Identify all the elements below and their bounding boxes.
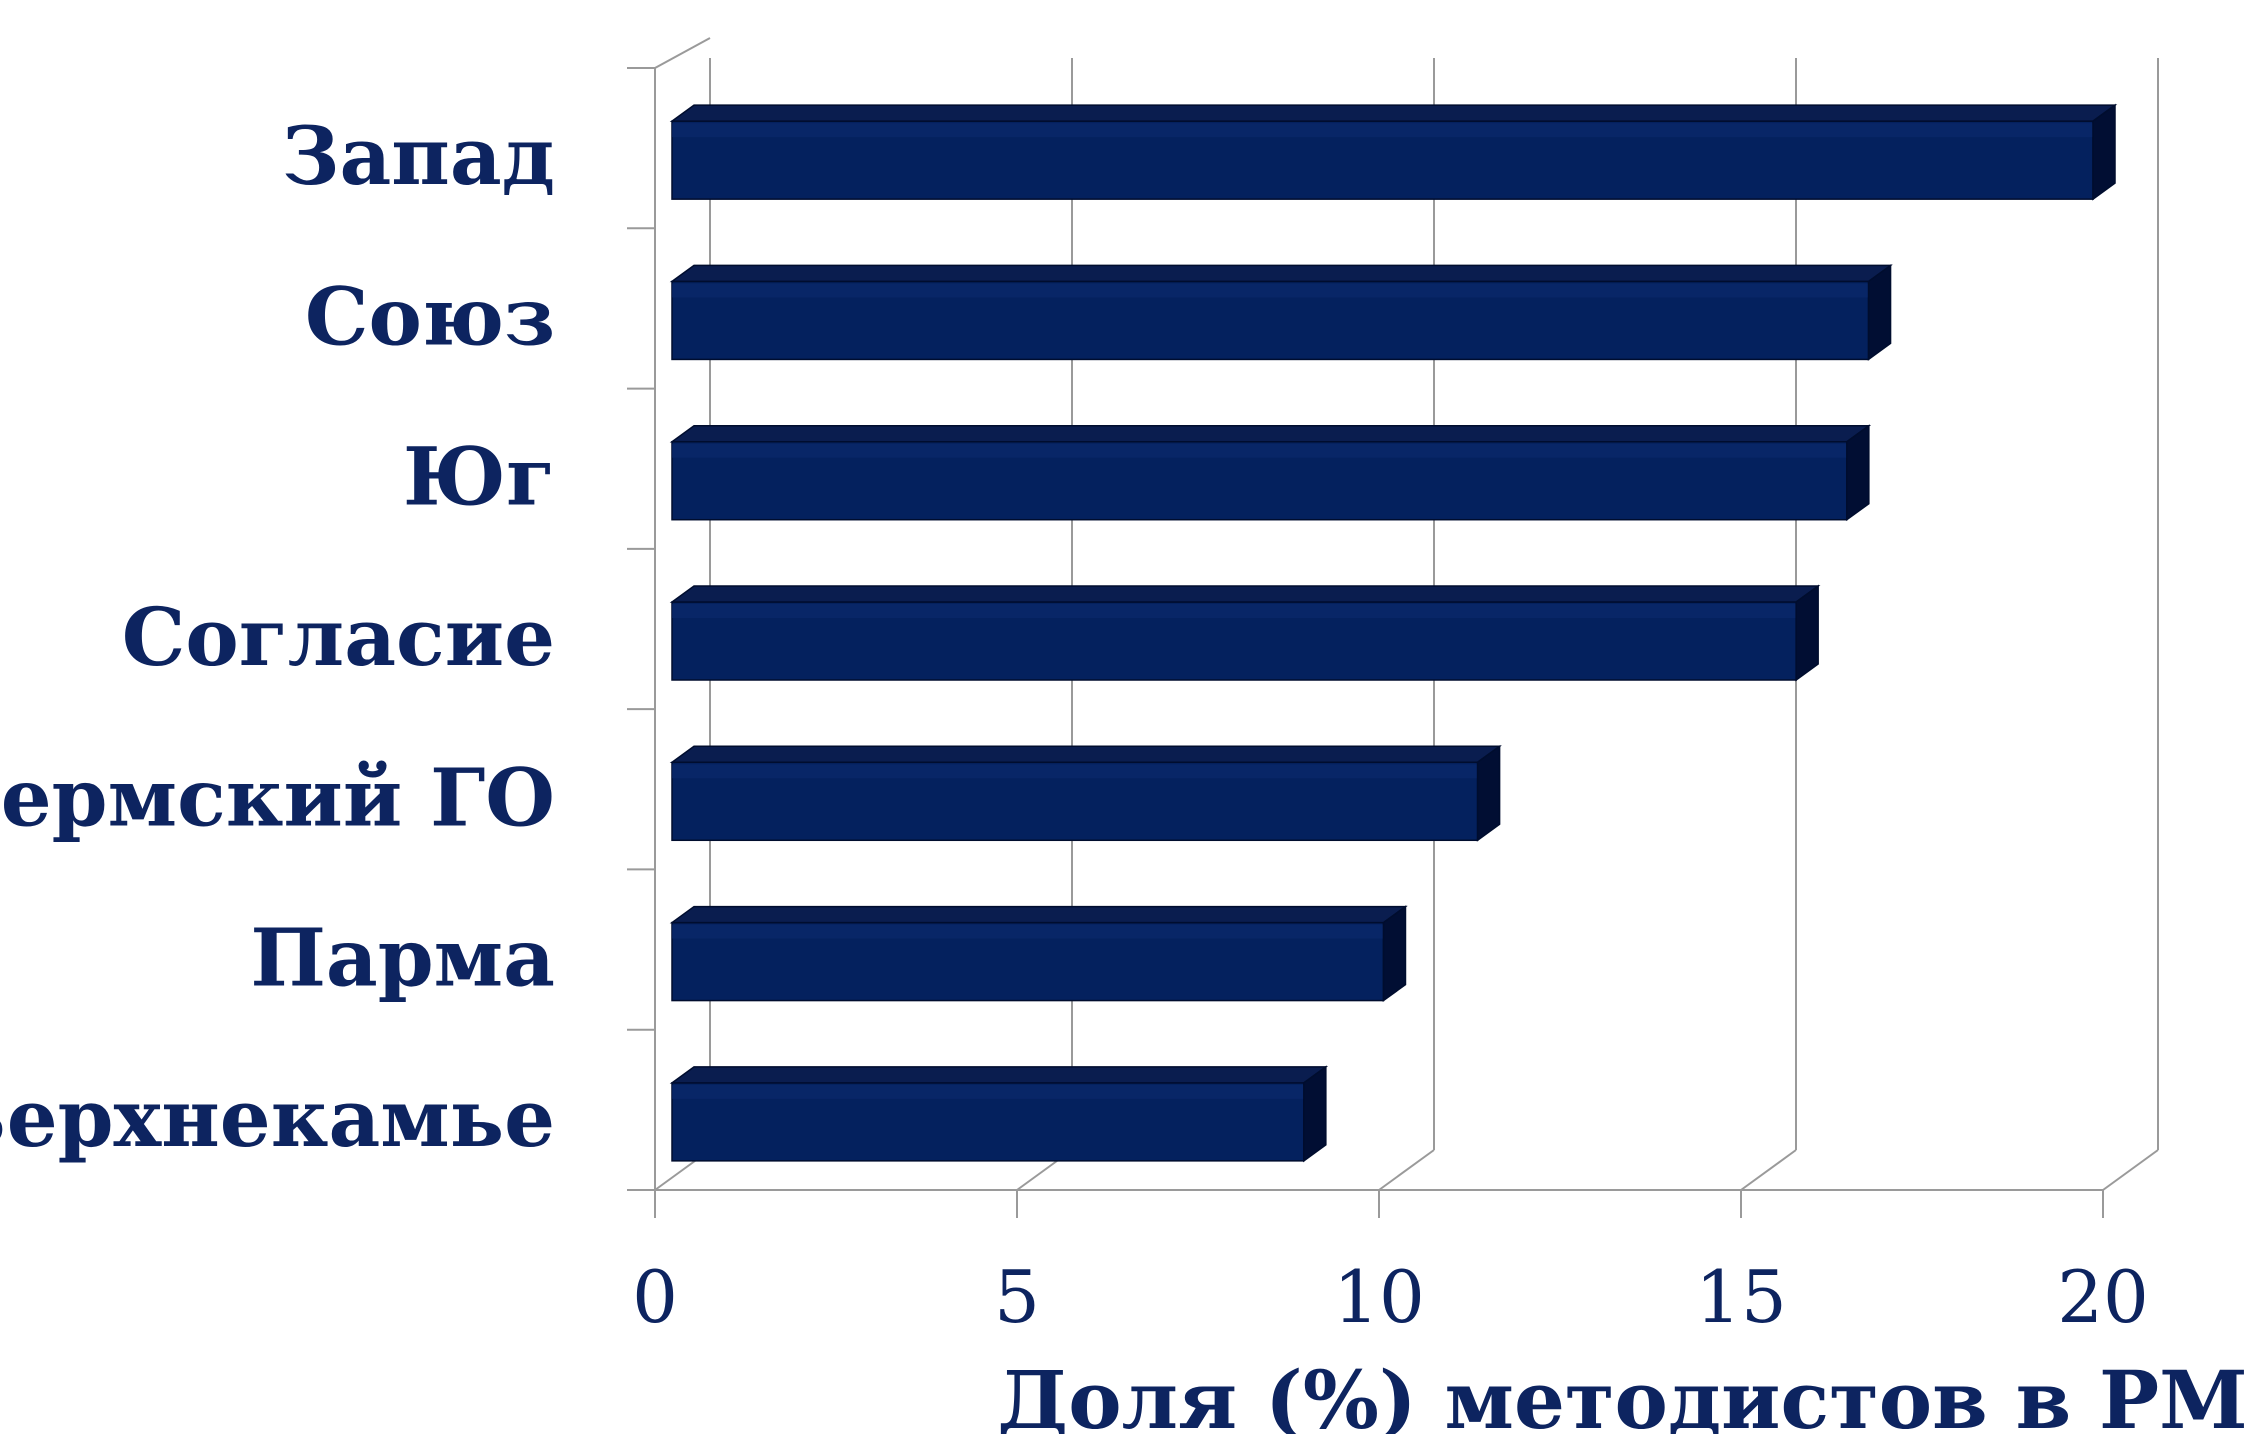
category-label: Запад (282, 109, 555, 203)
wall-top-edge (654, 37, 711, 69)
bar (669, 103, 2118, 201)
bar-side-face (1846, 424, 1870, 522)
x-tick-labels: 0 5 10 15 20 (632, 1255, 2149, 1339)
bar-side-face (1382, 905, 1407, 1003)
bar-top-face (669, 745, 1502, 764)
category-label: Верхнекамье (0, 1071, 555, 1165)
category-labels: Запад Союз Юг Согласие Пермский ГО Парма Верхн… (0, 109, 555, 1165)
bar (669, 905, 1408, 1003)
x-tick-label: 5 (994, 1255, 1040, 1339)
bar (669, 424, 1872, 522)
category-label: Союз (305, 269, 555, 363)
bar (669, 744, 1502, 842)
bar-top-face (669, 1066, 1329, 1084)
bar (669, 263, 1893, 361)
bar-highlight (672, 443, 1847, 458)
bar-side-face (1476, 744, 1501, 842)
bar-highlight (672, 604, 1797, 618)
bar-highlight (672, 283, 1869, 298)
floor-grid-line (2102, 1149, 2159, 1191)
bar-side-face (1867, 263, 1892, 361)
bar (669, 584, 1821, 682)
bar-side-face (1303, 1065, 1327, 1163)
bar-highlight (672, 1084, 1304, 1099)
category-label: Пермский ГО (0, 750, 555, 844)
x-axis-title: Доля (%) методистов в РМА (997, 1353, 2244, 1434)
bar-highlight (672, 764, 1478, 779)
bar-side-face (1795, 584, 1819, 682)
category-label: Юг (403, 430, 555, 524)
floor-grid-line (1378, 1149, 1435, 1191)
bar-top-face (669, 264, 1893, 283)
bar-top-face (669, 104, 2118, 122)
bar-highlight (672, 924, 1384, 939)
x-tick-label: 0 (632, 1255, 678, 1339)
x-tick-label: 15 (1695, 1255, 1787, 1339)
bar-highlight (672, 123, 2093, 138)
x-tick-label: 20 (2057, 1255, 2149, 1339)
bar-top-face (669, 424, 1872, 443)
bar (669, 1065, 1329, 1163)
bars (669, 103, 2118, 1163)
category-label: Согласие (122, 590, 555, 684)
floor-grid-line (1740, 1149, 1797, 1191)
bar-top-face (669, 905, 1408, 924)
bar-top-face (669, 585, 1821, 603)
bar-side-face (2092, 103, 2116, 201)
category-label: Парма (250, 911, 555, 1005)
x-tick-label: 10 (1333, 1255, 1425, 1339)
